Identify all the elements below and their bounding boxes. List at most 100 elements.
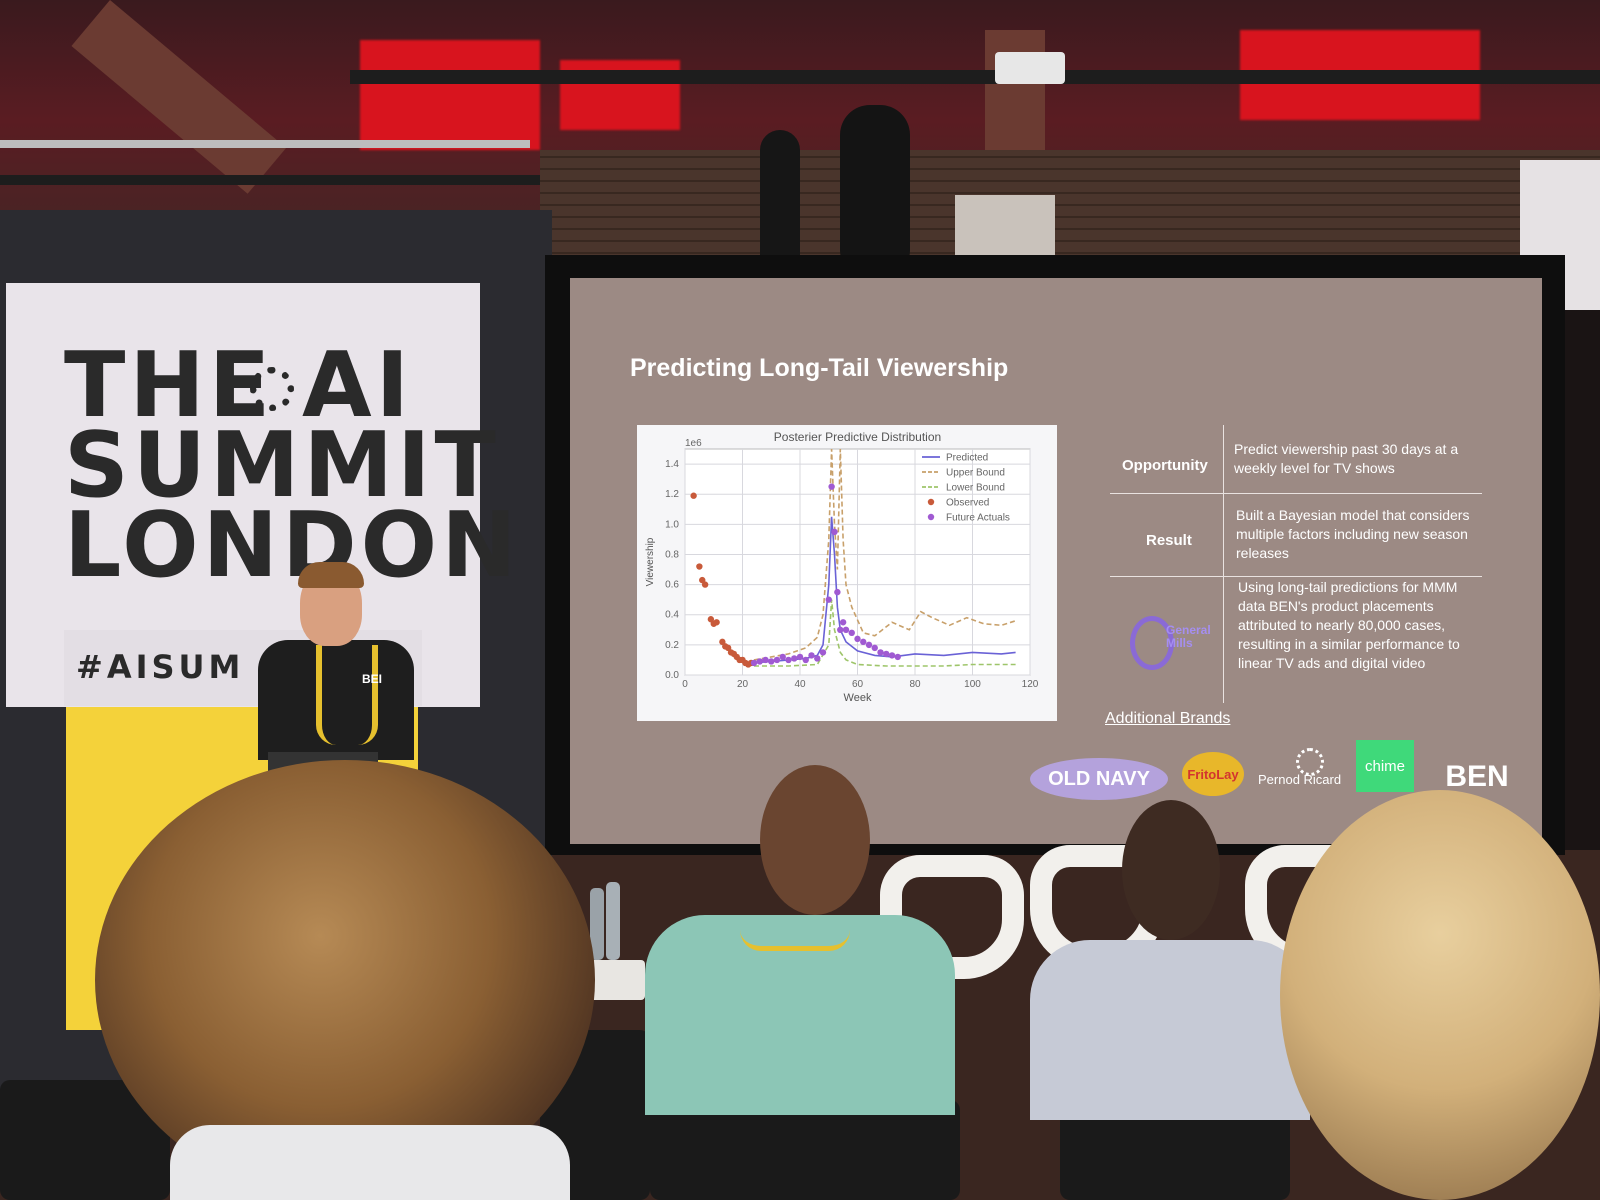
future-actuals-point <box>796 653 804 661</box>
x-tick-label: 60 <box>852 679 864 690</box>
row-text-opportunity: Predict viewership past 30 days at a wee… <box>1234 441 1459 476</box>
row-label-result: Result <box>1146 532 1192 549</box>
row-text-general-mills: Using long-tail predictions for MMM data… <box>1238 579 1460 671</box>
lanyard <box>316 645 378 745</box>
x-axis-label: Week <box>844 692 872 704</box>
future-actuals-point <box>834 588 841 596</box>
water-bottle <box>590 888 604 960</box>
legend-label-predicted: Predicted <box>946 453 988 464</box>
future-actuals-point <box>791 655 798 662</box>
future-actuals-point <box>837 626 844 633</box>
observed-point <box>713 619 720 626</box>
future-actuals-point <box>825 596 832 603</box>
fritolay-logo: FritoLay <box>1182 752 1244 796</box>
future-actuals-point <box>756 658 763 665</box>
future-actuals-point <box>779 653 786 661</box>
presenter-hair <box>298 562 364 588</box>
gear-icon <box>250 367 294 411</box>
column-pipe <box>840 105 910 280</box>
future-actuals-point <box>762 656 769 664</box>
legend-marker-observed <box>927 498 935 506</box>
future-actuals-point <box>865 641 873 649</box>
audience-chair <box>650 1100 960 1200</box>
y-tick-label: 1.2 <box>665 489 679 500</box>
pipe <box>0 140 530 148</box>
future-actuals-point <box>768 658 775 665</box>
water-bottle <box>606 882 620 960</box>
y-axis-label: Viewership <box>645 537 656 586</box>
x-tick-label: 100 <box>964 679 981 690</box>
general-mills-logo-text: General Mills <box>1166 623 1211 650</box>
future-actuals-point <box>854 635 861 643</box>
future-actuals-point <box>883 650 890 658</box>
pipe <box>350 70 1600 84</box>
presenter-body <box>258 640 414 760</box>
y-tick-label: 0.4 <box>665 610 679 621</box>
lanyard <box>740 930 850 951</box>
chart-panel: 0 20 40 60 80 100 120 0.0 0.2 0.4 0.6 0.8 1.0 1.2 1.4 P… <box>637 425 1057 721</box>
row-label-opportunity: Opportunity <box>1122 457 1208 474</box>
future-actuals-point <box>828 483 835 490</box>
x-tick-label: 120 <box>1022 679 1039 690</box>
row-text-result: Built a Bayesian model that considers mu… <box>1236 507 1470 561</box>
sign-line-1b: AI <box>302 333 414 438</box>
y-tick-label: 0.8 <box>665 549 679 560</box>
future-actuals-point <box>819 649 827 656</box>
table-rule <box>1110 493 1482 494</box>
ceiling-device <box>995 52 1065 84</box>
upper-bound-line <box>753 448 1016 661</box>
future-actuals-point <box>871 644 878 652</box>
y-tick-label: 0.0 <box>665 670 679 681</box>
future-actuals-point <box>860 638 867 646</box>
future-actuals-point <box>831 528 838 536</box>
future-actuals-point <box>802 656 809 664</box>
y-multiplier-label: 1e6 <box>685 438 702 449</box>
red-light <box>360 40 540 150</box>
sign-line-3: LONDON <box>64 493 521 598</box>
additional-brands-link: Additional Brands <box>1105 710 1231 727</box>
chime-logo: chime <box>1356 740 1414 792</box>
observed-point <box>696 563 703 570</box>
future-actuals-point <box>894 653 901 661</box>
slide-title: Predicting Long-Tail Viewership <box>630 354 1009 382</box>
future-actuals-point <box>842 626 850 633</box>
audience-member-head <box>760 765 870 915</box>
future-actuals-point <box>785 656 792 664</box>
pernod-ricard-logo: Pernod Ricard <box>1258 772 1342 787</box>
y-tick-label: 0.6 <box>665 580 679 591</box>
future-actuals-point <box>848 629 855 637</box>
legend-label-observed: Observed <box>946 498 989 509</box>
y-tick-label: 1.4 <box>665 459 679 470</box>
future-actuals-point <box>808 652 815 659</box>
sign-line-2: SUMMIT <box>64 413 500 518</box>
x-tick-label: 0 <box>682 679 688 690</box>
observed-point <box>701 581 709 588</box>
y-tick-label: 0.2 <box>665 640 679 651</box>
shirt-logo: BEI <box>362 672 383 686</box>
x-tick-label: 80 <box>909 679 921 690</box>
ceiling-beam <box>985 30 1045 160</box>
y-tick-label: 1.0 <box>665 519 679 530</box>
table-divider <box>1223 425 1224 703</box>
audience-member-light-shirt <box>1030 940 1310 1120</box>
hashtag-text: #AISUM <box>76 648 245 686</box>
posterior-chart: 0 20 40 60 80 100 120 0.0 0.2 0.4 0.6 0.8 1.0 1.2 1.4 P… <box>645 430 1039 704</box>
x-tick-label: 40 <box>794 679 806 690</box>
future-actuals-point <box>839 619 847 626</box>
audience-member-head <box>1122 800 1220 940</box>
observed-point <box>690 492 697 499</box>
future-actuals-point <box>877 649 884 656</box>
pernod-ricard-star-icon <box>1296 748 1324 776</box>
ben-logo: BEN <box>1445 760 1509 793</box>
chart-title: Posterier Predictive Distribution <box>774 430 941 444</box>
foreground-shirt <box>170 1125 570 1200</box>
future-actuals-point <box>750 659 758 667</box>
legend-label-upper-bound: Upper Bound <box>946 468 1005 479</box>
legend-label-lower-bound: Lower Bound <box>946 483 1005 494</box>
table-rule <box>1110 576 1482 577</box>
lower-bound-line <box>754 599 1016 667</box>
legend-label-future-actuals: Future Actuals <box>946 513 1010 524</box>
general-mills-logo-icon <box>1130 616 1174 670</box>
x-tick-label: 20 <box>737 679 749 690</box>
old-navy-logo: OLD NAVY <box>1030 758 1168 800</box>
